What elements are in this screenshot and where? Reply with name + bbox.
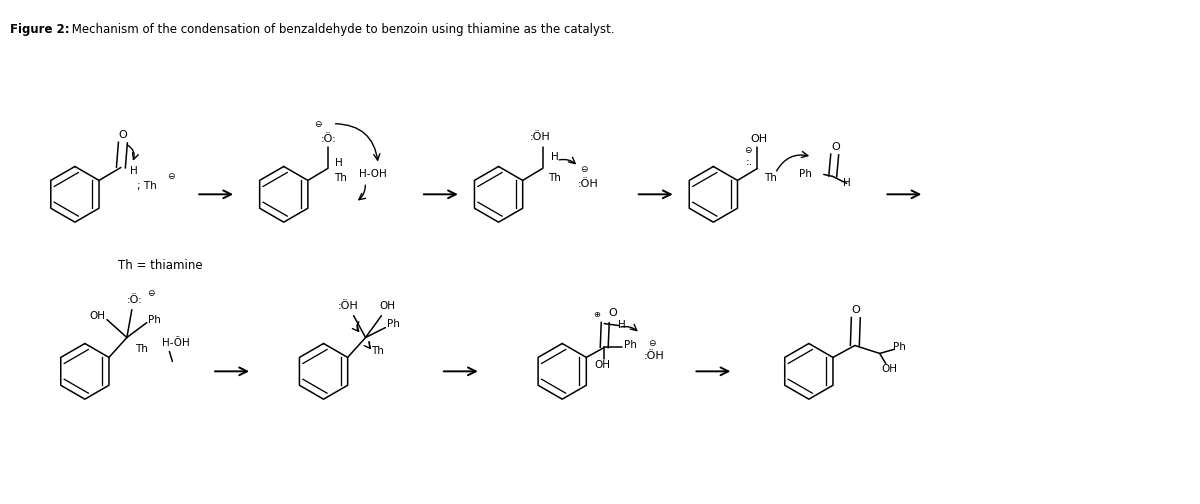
- Text: O: O: [852, 305, 860, 314]
- Text: Th = thiamine: Th = thiamine: [118, 260, 203, 273]
- Text: O: O: [832, 142, 840, 152]
- Text: Th: Th: [764, 173, 776, 183]
- Text: :Ö:: :Ö:: [127, 295, 143, 305]
- Text: :ÖH: :ÖH: [643, 351, 664, 361]
- Text: ⊕: ⊕: [593, 310, 600, 319]
- Text: H: H: [335, 158, 342, 168]
- Text: Th: Th: [136, 344, 149, 354]
- Text: :.: :.: [745, 157, 754, 167]
- Text: H-OH: H-OH: [359, 169, 388, 179]
- Text: :ÖH: :ÖH: [530, 132, 551, 142]
- Text: O: O: [119, 130, 127, 140]
- Text: Figure 2:: Figure 2:: [11, 23, 70, 36]
- Text: H-ÕH: H-ÕH: [162, 339, 191, 348]
- Text: ⊖: ⊖: [314, 120, 322, 129]
- Text: Ph: Ph: [149, 314, 161, 325]
- Text: O: O: [608, 307, 618, 318]
- Text: ⊖: ⊖: [648, 339, 655, 348]
- Text: H: H: [551, 152, 558, 161]
- Text: OH: OH: [594, 360, 611, 370]
- Text: Ph: Ph: [799, 169, 812, 179]
- Text: ; Th: ; Th: [137, 181, 156, 192]
- Text: :ÖH: :ÖH: [337, 301, 358, 310]
- Text: ⊖: ⊖: [168, 172, 175, 181]
- Text: OH: OH: [882, 364, 898, 374]
- Text: H: H: [842, 178, 851, 188]
- Text: Ph: Ph: [893, 343, 906, 352]
- Text: ⊖: ⊖: [146, 289, 155, 298]
- Text: Mechanism of the condensation of benzaldehyde to benzoin using thiamine as the c: Mechanism of the condensation of benzald…: [68, 23, 614, 36]
- Text: H: H: [618, 320, 626, 330]
- Text: OH: OH: [751, 134, 768, 144]
- Text: Th: Th: [371, 346, 384, 356]
- Text: OH: OH: [379, 301, 396, 310]
- Text: Ph: Ph: [386, 319, 400, 329]
- Text: Th: Th: [335, 173, 347, 183]
- Text: :ÖH: :ÖH: [577, 179, 599, 190]
- Text: Ph: Ph: [624, 341, 636, 350]
- Text: OH: OH: [89, 310, 106, 321]
- Text: :Ö:: :Ö:: [320, 134, 337, 144]
- Text: Th: Th: [548, 173, 560, 183]
- Text: ⊖: ⊖: [744, 146, 751, 155]
- Text: H: H: [130, 166, 138, 176]
- Text: ⊖: ⊖: [581, 165, 588, 174]
